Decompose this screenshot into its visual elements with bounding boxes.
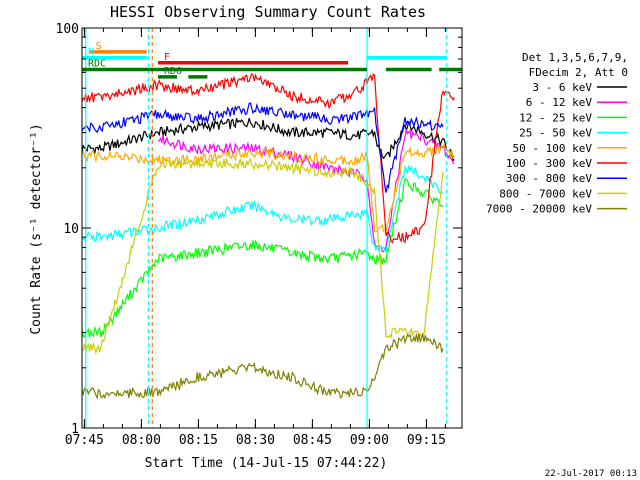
- series-line-2: [81, 178, 444, 338]
- series-line-6: [81, 102, 444, 193]
- plot-area: SN F RDC RD6: [81, 28, 462, 428]
- legend-label: 6 - 12 keV: [526, 96, 593, 109]
- series-line-0: [81, 117, 455, 162]
- legend-label: 300 - 800 keV: [506, 172, 592, 185]
- series-line-4: [81, 142, 455, 233]
- x-axis-label: Start Time (14-Jul-15 07:44:22): [145, 456, 388, 471]
- series-line-3: [81, 164, 444, 253]
- x-tick-label: 08:00: [122, 433, 161, 448]
- series-line-1: [157, 128, 455, 253]
- legend-label: 800 - 7000 keV: [499, 187, 592, 200]
- y-tick-label: 100: [56, 22, 79, 37]
- x-tick-label: 08:45: [293, 433, 332, 448]
- x-tick-label: 09:00: [350, 433, 389, 448]
- y-tick-label: 1: [71, 422, 79, 437]
- series-line-8: [81, 333, 444, 400]
- series-line-5: [81, 72, 455, 244]
- series-line-7: [81, 157, 444, 355]
- legend-header-1: Det 1,3,5,6,7,9,: [522, 51, 628, 64]
- flag-label: N: [88, 47, 94, 58]
- flag-label: RDC: [88, 59, 106, 70]
- axes: 1 10 100 07:45 08:00 08:15 08:30 08:45 09:00 09:1…: [56, 22, 463, 448]
- x-tick-label: 09:15: [407, 433, 446, 448]
- legend-label: 12 - 25 keV: [519, 111, 592, 124]
- flag-label: F: [164, 52, 170, 63]
- flag-label: S: [96, 41, 102, 52]
- y-axis-label: Count Rate (s⁻¹ detector⁻¹): [29, 123, 44, 334]
- flag-label: RD6: [164, 66, 182, 77]
- y-tick-label: 10: [63, 222, 79, 237]
- x-tick-label: 08:30: [236, 433, 275, 448]
- legend-label: 100 - 300 keV: [506, 157, 592, 170]
- legend-label: 50 - 100 keV: [513, 142, 593, 155]
- legend-label: 3 - 6 keV: [532, 81, 592, 94]
- legend: Det 1,3,5,6,7,9, FDecim 2, Att 0 3 - 6 k…: [486, 51, 628, 216]
- legend-label: 7000 - 20000 keV: [486, 203, 592, 216]
- legend-header-2: FDecim 2, Att 0: [529, 66, 628, 79]
- x-tick-label: 07:45: [65, 433, 104, 448]
- chart-title: HESSI Observing Summary Count Rates: [110, 3, 426, 21]
- legend-label: 25 - 50 keV: [519, 127, 592, 140]
- x-tick-label: 08:15: [179, 433, 218, 448]
- footer-date: 22-Jul-2017 00:13: [545, 469, 637, 479]
